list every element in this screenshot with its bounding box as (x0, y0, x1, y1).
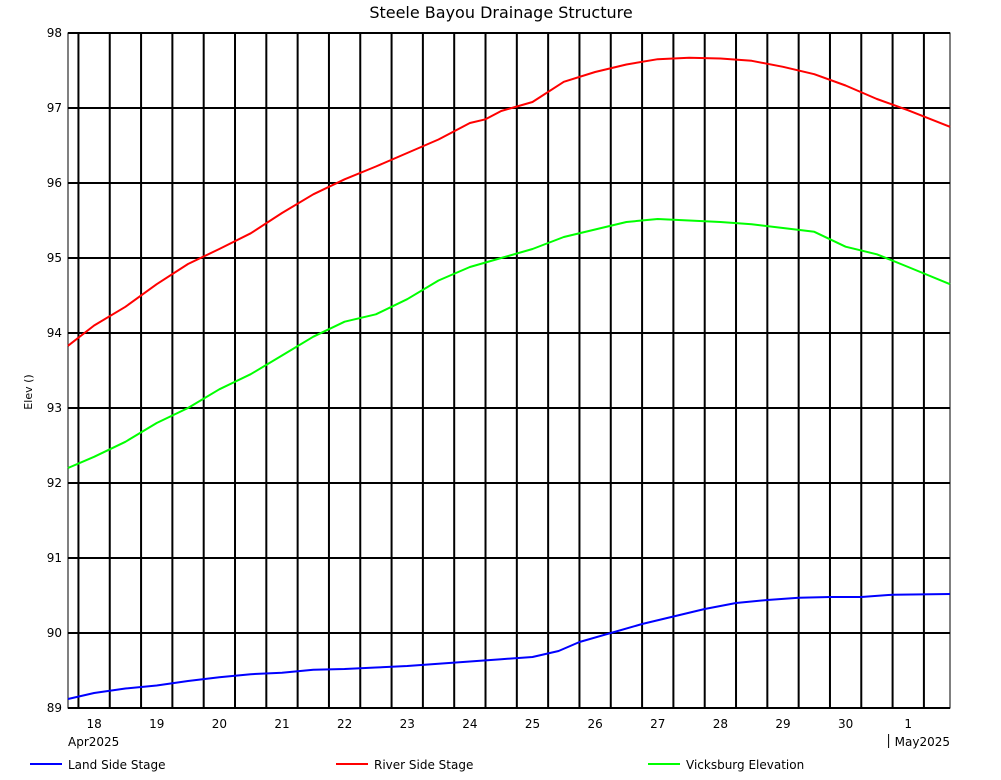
x-tick-label: 19 (149, 717, 164, 731)
plot-frame (67, 32, 951, 709)
y-tick-label: 91 (47, 551, 62, 565)
x-month-label: May2025 (895, 735, 950, 749)
series-line-vicksburg-elevation (67, 218, 951, 469)
y-axis-label: Elev () (22, 374, 35, 409)
chart-title: Steele Bayou Drainage Structure (369, 3, 632, 22)
legend-label: Vicksburg Elevation (686, 758, 804, 772)
y-axis-ticks: 89 90 91 92 93 94 95 96 97 98 (47, 26, 62, 715)
x-tick-label: 21 (274, 717, 289, 731)
legend: Land Side Stage River Side Stage Vicksburg… (30, 758, 804, 772)
x-tick-label: 26 (587, 717, 602, 731)
x-tick-label: 20 (212, 717, 227, 731)
grid (67, 32, 951, 709)
legend-label: Land Side Stage (68, 758, 166, 772)
x-tick-label: 1 (904, 717, 912, 731)
x-tick-label: 25 (525, 717, 540, 731)
x-tick-label: 28 (713, 717, 728, 731)
y-tick-label: 96 (47, 176, 62, 190)
y-tick-label: 90 (47, 626, 62, 640)
x-tick-label: 27 (650, 717, 665, 731)
y-tick-label: 94 (47, 326, 62, 340)
y-tick-label: 89 (47, 701, 62, 715)
series-line-land-side-stage (67, 593, 951, 700)
x-tick-label: 23 (400, 717, 415, 731)
y-tick-label: 97 (47, 101, 62, 115)
x-tick-label: 30 (838, 717, 853, 731)
x-tick-label: 22 (337, 717, 352, 731)
legend-label: River Side Stage (374, 758, 473, 772)
x-tick-label: 18 (86, 717, 101, 731)
series-lines (67, 56, 951, 700)
x-axis-ticks: 18 19 20 21 22 23 24 25 26 27 28 29 30 1 Apr2025 May202… (68, 717, 950, 749)
series-line-river-side-stage (67, 56, 951, 347)
y-tick-label: 95 (47, 251, 62, 265)
x-tick-label: 29 (775, 717, 790, 731)
x-month-label: Apr2025 (68, 735, 119, 749)
y-tick-label: 98 (47, 26, 62, 40)
x-tick-label: 24 (462, 717, 477, 731)
y-tick-label: 93 (47, 401, 62, 415)
y-tick-label: 92 (47, 476, 62, 490)
